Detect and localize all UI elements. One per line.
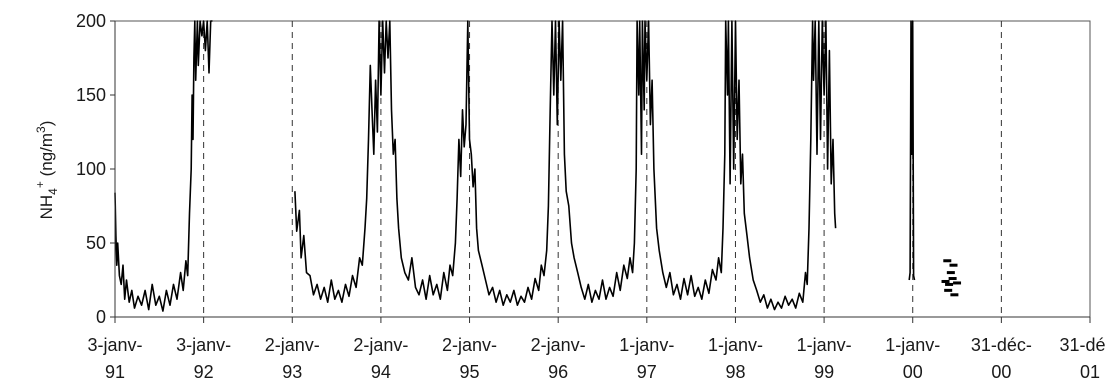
data-point-marker — [950, 293, 959, 297]
x-tick-label-line1: 1-janv- — [797, 335, 852, 355]
data-point-marker — [948, 277, 957, 281]
x-tick-label-line2: 01 — [1080, 362, 1100, 382]
y-axis-title-unit-close: ) — [37, 121, 56, 127]
data-point-marker — [943, 259, 952, 263]
series-line-segment — [908, 20, 916, 281]
x-tick-label-line2: 95 — [460, 362, 480, 382]
x-tick-label-line1: 1-janv- — [885, 335, 940, 355]
y-tick-label: 50 — [86, 233, 106, 253]
y-tick-label: 150 — [76, 85, 106, 105]
data-point-marker — [946, 271, 955, 275]
x-tick-label-line1: 2-janv- — [265, 335, 320, 355]
y-axis-title-unit-open: (ng/m — [37, 133, 56, 181]
data-point-marker — [945, 282, 954, 286]
x-tick-label-line1: 3-janv- — [176, 335, 231, 355]
y-axis: 0 50 100 150 200 — [76, 11, 116, 327]
plot-area — [114, 20, 1091, 318]
x-tick-label-line1: 1-janv- — [619, 335, 674, 355]
x-tick-label-line2: 97 — [637, 362, 657, 382]
x-tick-label-line2: 99 — [814, 362, 834, 382]
series-line-segment — [294, 20, 837, 311]
x-tick-label-line1: 1-janv- — [708, 335, 763, 355]
x-tick-label-line2: 92 — [194, 362, 214, 382]
y-axis-title-superscript: + — [33, 181, 47, 188]
x-tick-label-line1: 2-janv- — [531, 335, 586, 355]
x-tick-label-line2: 98 — [725, 362, 745, 382]
series-line-segment — [114, 20, 213, 312]
x-tick-label-line1: 2-janv- — [353, 335, 408, 355]
plot-border — [114, 20, 1091, 318]
data-point-marker — [949, 263, 958, 267]
y-tick-label: 100 — [76, 159, 106, 179]
y-axis-title-subscript: 4 — [46, 188, 60, 195]
x-tick-label-line2: 00 — [903, 362, 923, 382]
x-tick-label-line1: 31-déc- — [1059, 335, 1106, 355]
x-tick-label-line1: 3-janv- — [87, 335, 142, 355]
y-axis-title-unit-superscript: 3 — [34, 126, 48, 133]
y-axis-title-base: NH — [37, 195, 56, 220]
y-tick-label: 200 — [76, 11, 106, 31]
x-tick-label-line2: 00 — [991, 362, 1011, 382]
data-point-marker — [941, 279, 950, 283]
data-point-marker — [953, 281, 962, 285]
x-tick-label-line1: 31-déc- — [971, 335, 1032, 355]
x-tick-label-line2: 91 — [105, 362, 125, 382]
x-tick-label-line2: 93 — [282, 362, 302, 382]
series-layer — [114, 20, 962, 312]
x-tick-label-line1: 2-janv- — [442, 335, 497, 355]
y-axis-title: NH4+ (ng/m3) — [33, 121, 60, 220]
y-tick-label: 0 — [96, 307, 106, 327]
x-tick-label-line2: 96 — [548, 362, 568, 382]
data-point-marker — [944, 288, 953, 292]
x-axis: 3-janv- 91 3-janv- 92 2-janv- 93 2-janv- 94 2-ja… — [87, 316, 1106, 382]
x-tick-label-line2: 94 — [371, 362, 391, 382]
